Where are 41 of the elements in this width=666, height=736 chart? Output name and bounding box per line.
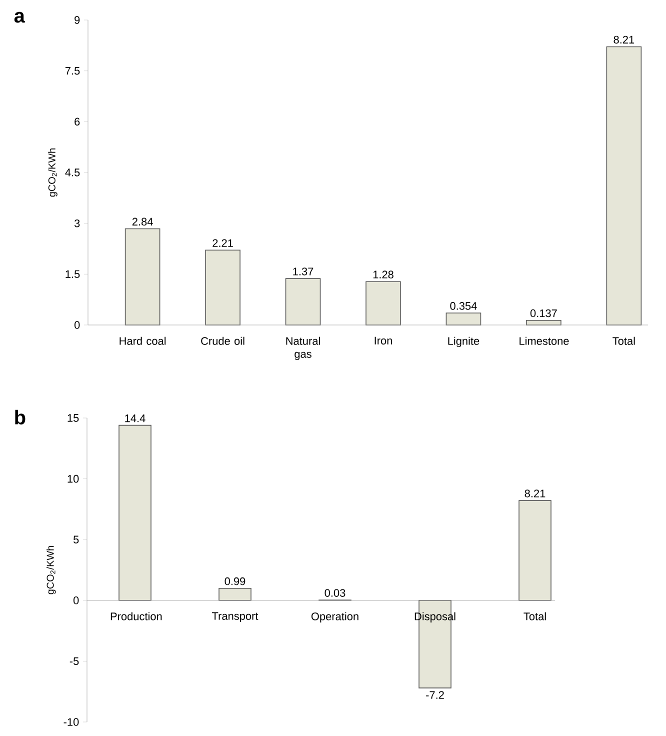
y-tick-label: 5 <box>73 536 79 544</box>
y-tick-label: -10 <box>64 718 79 726</box>
y-tick-label: 10 <box>68 474 79 483</box>
y-tick-label: 0 <box>73 596 79 604</box>
y-tick-label: 0 <box>74 321 80 329</box>
y-tick-label: 7.5 <box>65 67 80 75</box>
x-tick-label: Production <box>110 612 162 620</box>
data-label: 0.99 <box>224 577 246 586</box>
data-label: 14.4 <box>125 414 146 422</box>
x-tick-label: Lignite <box>448 336 480 348</box>
x-tick-label: Limestone <box>520 336 569 345</box>
y-tick-label: 3 <box>74 219 80 228</box>
data-label: 8.21 <box>614 36 634 44</box>
x-tick-label: Crude oil <box>201 336 244 345</box>
y-axis-title: gCO$_{2}$/KWh <box>48 148 58 197</box>
data-label: 0.03 <box>324 589 346 597</box>
x-tick-label: Hard coal <box>120 336 166 345</box>
data-label: 2.84 <box>132 218 153 226</box>
x-tick-label: Total <box>524 612 546 620</box>
x-tick-label: Total <box>612 336 635 345</box>
chart-title: a <box>14 12 26 23</box>
x-tick-label: Iron <box>374 336 392 344</box>
y-tick-label: 6 <box>74 118 80 126</box>
data-label: 1.37 <box>293 268 314 276</box>
x-tick-label: Natural gas <box>286 336 320 360</box>
y-tick-label: 15 <box>68 414 79 422</box>
data-label: 0.137 <box>530 309 557 318</box>
chart-title: b <box>15 410 26 424</box>
y-tick-label: 4.5 <box>65 168 80 176</box>
x-tick-label: Disposal <box>414 612 456 622</box>
data-label: 8.21 <box>524 490 546 498</box>
y-tick-label: -5 <box>70 657 79 666</box>
y-axis-title: gCO$_{2}$/KWh <box>46 546 56 594</box>
x-tick-label: Operation <box>311 612 358 622</box>
data-label: -7.2 <box>426 691 444 699</box>
data-label: 0.354 <box>450 302 477 310</box>
y-tick-label: 9 <box>74 16 80 24</box>
y-tick-label: 1.5 <box>66 270 80 278</box>
data-label: 1.28 <box>373 270 394 278</box>
x-tick-label: Transport <box>212 612 258 622</box>
data-label: 2.21 <box>212 239 233 247</box>
